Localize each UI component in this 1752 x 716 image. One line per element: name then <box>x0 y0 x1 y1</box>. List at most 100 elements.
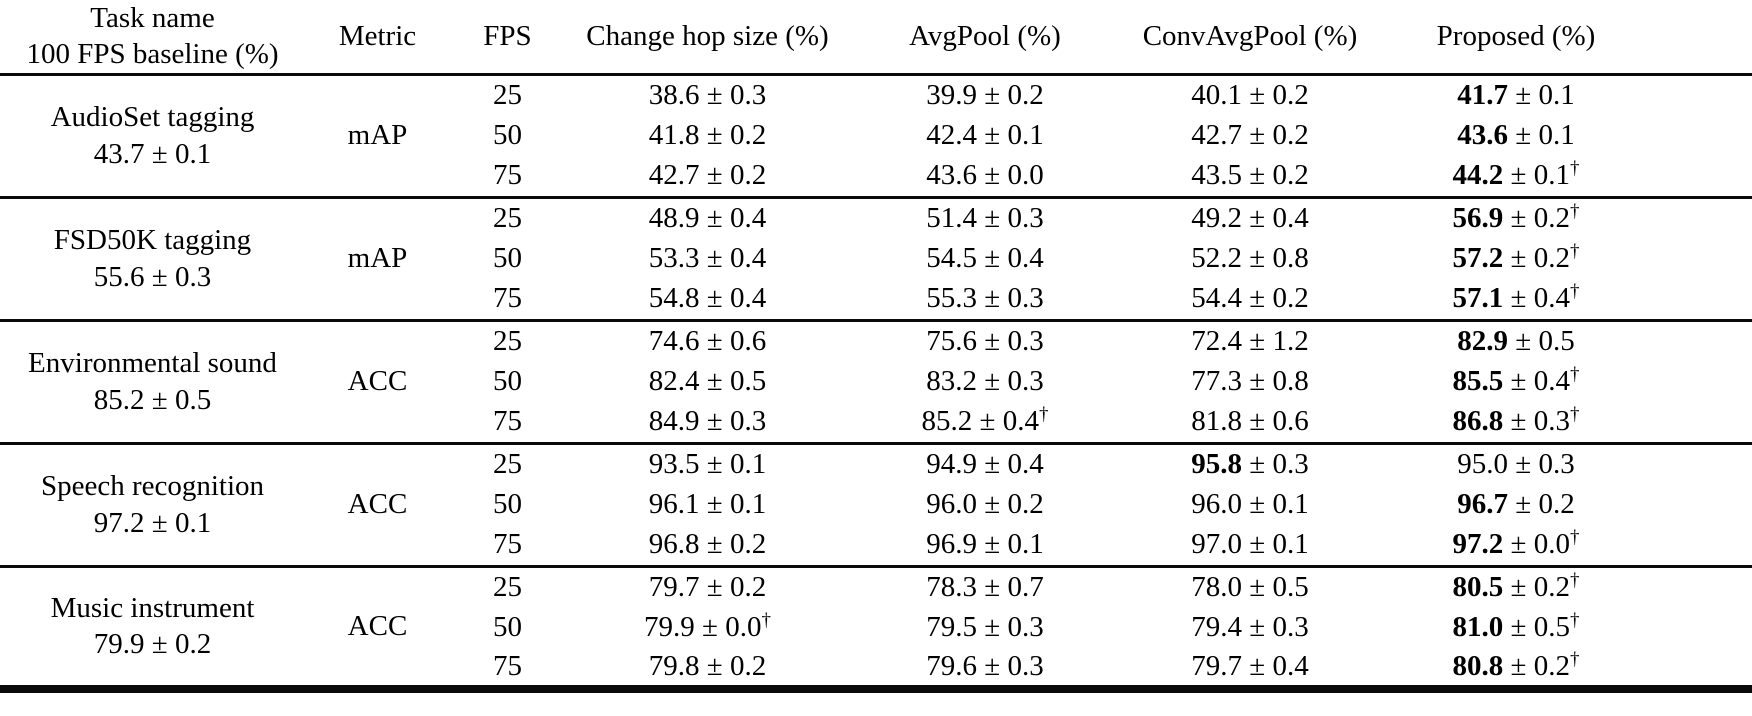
header-metric: Metric <box>338 19 417 52</box>
value-main: 44.2 <box>1452 159 1504 192</box>
table-row: 75 54.8 ± 0.4 55.3 ± 0.3 54.4 ± 0.2 57.1 ± 0… <box>0 279 1752 320</box>
metric-cell: ACC <box>347 609 408 642</box>
task-block: FSD50K tagging 55.6 ± 0.3 mAP 25 48.9 ± 0.4 5… <box>0 197 1752 320</box>
value-plus-minus: ± 0.4 <box>977 447 1044 480</box>
dagger-mark: † <box>1569 610 1580 632</box>
change-hop-cell: 38.6 ± 0.3 <box>565 74 850 115</box>
header-convavgpool: ConvAvgPool (%) <box>1142 19 1358 52</box>
value-main: 42.4 <box>926 119 978 152</box>
convavgpool-cell: 81.8 ± 0.6 <box>1120 402 1380 443</box>
value-plus-minus: ± 0.5 <box>1508 324 1575 357</box>
value-main: 74.6 <box>648 324 700 357</box>
value-plus-minus: ± 0.2 <box>1508 488 1575 521</box>
value-plus-minus: ± 0.3 <box>977 611 1044 644</box>
header-fps: FPS <box>483 19 532 52</box>
value-plus-minus: ± 0.0 <box>694 611 762 644</box>
table-row: Environmental sound 85.2 ± 0.5 ACC 25 74.6 ±… <box>0 320 1752 416</box>
convavgpool-cell: 72.4 ± 1.2 <box>1120 320 1380 361</box>
header-row: Task name 100 FPS baseline (%) Metric FP… <box>0 0 1752 74</box>
value-main: 51.4 <box>926 201 978 234</box>
value-main: 75.6 <box>926 324 978 357</box>
value-plus-minus: ± 1.2 <box>1242 324 1309 357</box>
value-plus-minus: ± 0.2 <box>1242 78 1309 111</box>
value-main: 78.3 <box>926 570 978 603</box>
proposed-cell: 57.2 ± 0.2† <box>1380 238 1752 279</box>
value-plus-minus: ± 0.4 <box>1503 282 1570 315</box>
fps-cell: 50 <box>493 365 522 398</box>
table-row: Music instrument 79.9 ± 0.2 ACC 25 79.7 ± 0.… <box>0 566 1752 660</box>
convavgpool-cell: 95.8 ± 0.3 <box>1120 443 1380 484</box>
task-baseline: 97.2 ± 0.1 <box>93 506 212 539</box>
value-main: 97.0 <box>1191 528 1243 561</box>
value-main: 82.4 <box>648 365 700 398</box>
avgpool-cell: 42.4 ± 0.1 <box>850 115 1120 156</box>
convavgpool-cell: 78.0 ± 0.5 <box>1120 566 1380 607</box>
table-row: 75 79.8 ± 0.2 79.6 ± 0.3 79.7 ± 0.4 80.8 ± 0… <box>0 648 1752 689</box>
value-main: 79.9 <box>644 611 695 644</box>
value-main: 41.8 <box>648 119 700 152</box>
avgpool-cell: 75.6 ± 0.3 <box>850 320 1120 361</box>
value-main: 79.8 <box>648 650 700 683</box>
value-plus-minus: ± 0.2 <box>1242 282 1309 315</box>
value-main: 40.1 <box>1191 78 1243 111</box>
value-main: 93.5 <box>648 447 700 480</box>
value-plus-minus: ± 0.1 <box>1242 528 1309 561</box>
dagger-mark: † <box>1569 158 1580 180</box>
convavgpool-cell: 96.0 ± 0.1 <box>1120 484 1380 525</box>
value-main: 82.9 <box>1457 324 1509 357</box>
value-main: 95.8 <box>1191 447 1243 480</box>
value-plus-minus: ± 0.0 <box>977 159 1044 192</box>
dagger-mark: † <box>1569 569 1580 591</box>
dagger-mark: † <box>1569 281 1580 303</box>
header-change-hop-size: Change hop size (%) <box>586 19 829 52</box>
change-hop-cell: 48.9 ± 0.4 <box>565 197 850 238</box>
value-plus-minus: ± 0.7 <box>977 570 1044 603</box>
task-name-cell: AudioSet tagging 43.7 ± 0.1 <box>0 74 305 197</box>
table-row: 50 79.9 ± 0.0† 79.5 ± 0.3 79.4 ± 0.3 81.0 ± … <box>0 607 1752 648</box>
fps-cell: 50 <box>493 611 522 644</box>
change-hop-cell: 41.8 ± 0.2 <box>565 115 850 156</box>
avgpool-cell: 78.3 ± 0.7 <box>850 566 1120 607</box>
value-plus-minus: ± 0.5 <box>699 365 767 398</box>
value-plus-minus: ± 0.3 <box>1508 447 1575 480</box>
fps-cell: 75 <box>493 650 522 683</box>
convavgpool-cell: 42.7 ± 0.2 <box>1120 115 1380 156</box>
value-main: 54.8 <box>648 282 700 315</box>
value-main: 96.7 <box>1457 488 1509 521</box>
value-main: 97.2 <box>1452 528 1504 561</box>
task-name: Environmental sound <box>28 347 277 380</box>
task-name-cell: Environmental sound 85.2 ± 0.5 <box>0 320 305 443</box>
dagger-mark: † <box>1569 364 1580 386</box>
change-hop-cell: 96.1 ± 0.1 <box>565 484 850 525</box>
value-plus-minus: ± 0.4 <box>1242 201 1309 234</box>
change-hop-cell: 74.6 ± 0.6 <box>565 320 850 361</box>
value-main: 57.1 <box>1452 282 1504 315</box>
table-header: Task name 100 FPS baseline (%) Metric FP… <box>0 0 1752 74</box>
proposed-cell: 97.2 ± 0.0† <box>1380 525 1752 566</box>
value-main: 43.6 <box>926 159 978 192</box>
value-main: 79.4 <box>1191 611 1243 644</box>
value-main: 72.4 <box>1191 324 1243 357</box>
value-plus-minus: ± 0.2 <box>699 119 767 152</box>
proposed-cell: 85.5 ± 0.4† <box>1380 361 1752 402</box>
value-plus-minus: ± 0.3 <box>699 405 767 438</box>
table-row: AudioSet tagging 43.7 ± 0.1 mAP 25 38.6 ± 0.… <box>0 74 1752 170</box>
value-main: 49.2 <box>1191 201 1243 234</box>
header-task: Task name 100 FPS baseline (%) <box>0 0 305 74</box>
value-main: 85.2 <box>921 405 973 438</box>
value-main: 79.7 <box>648 570 700 603</box>
table-row: 50 82.4 ± 0.5 83.2 ± 0.3 77.3 ± 0.8 85.5 ± 0… <box>0 361 1752 402</box>
avgpool-cell: 39.9 ± 0.2 <box>850 74 1120 115</box>
proposed-cell: 41.7 ± 0.1 <box>1380 74 1752 115</box>
value-main: 48.9 <box>648 201 700 234</box>
fps-cell: 50 <box>493 242 522 275</box>
header-task-line2: 100 FPS baseline (%) <box>26 38 279 71</box>
value-main: 96.9 <box>926 528 978 561</box>
task-block: Speech recognition 97.2 ± 0.1 ACC 25 93.5 ± … <box>0 443 1752 566</box>
value-plus-minus: ± 0.6 <box>1242 405 1309 438</box>
results-table: Task name 100 FPS baseline (%) Metric FP… <box>0 0 1752 693</box>
proposed-cell: 43.6 ± 0.1 <box>1380 115 1752 156</box>
change-hop-cell: 79.8 ± 0.2 <box>565 648 850 689</box>
value-plus-minus: ± 0.4 <box>977 242 1044 275</box>
table-row: FSD50K tagging 55.6 ± 0.3 mAP 25 48.9 ± 0.4 5… <box>0 197 1752 293</box>
